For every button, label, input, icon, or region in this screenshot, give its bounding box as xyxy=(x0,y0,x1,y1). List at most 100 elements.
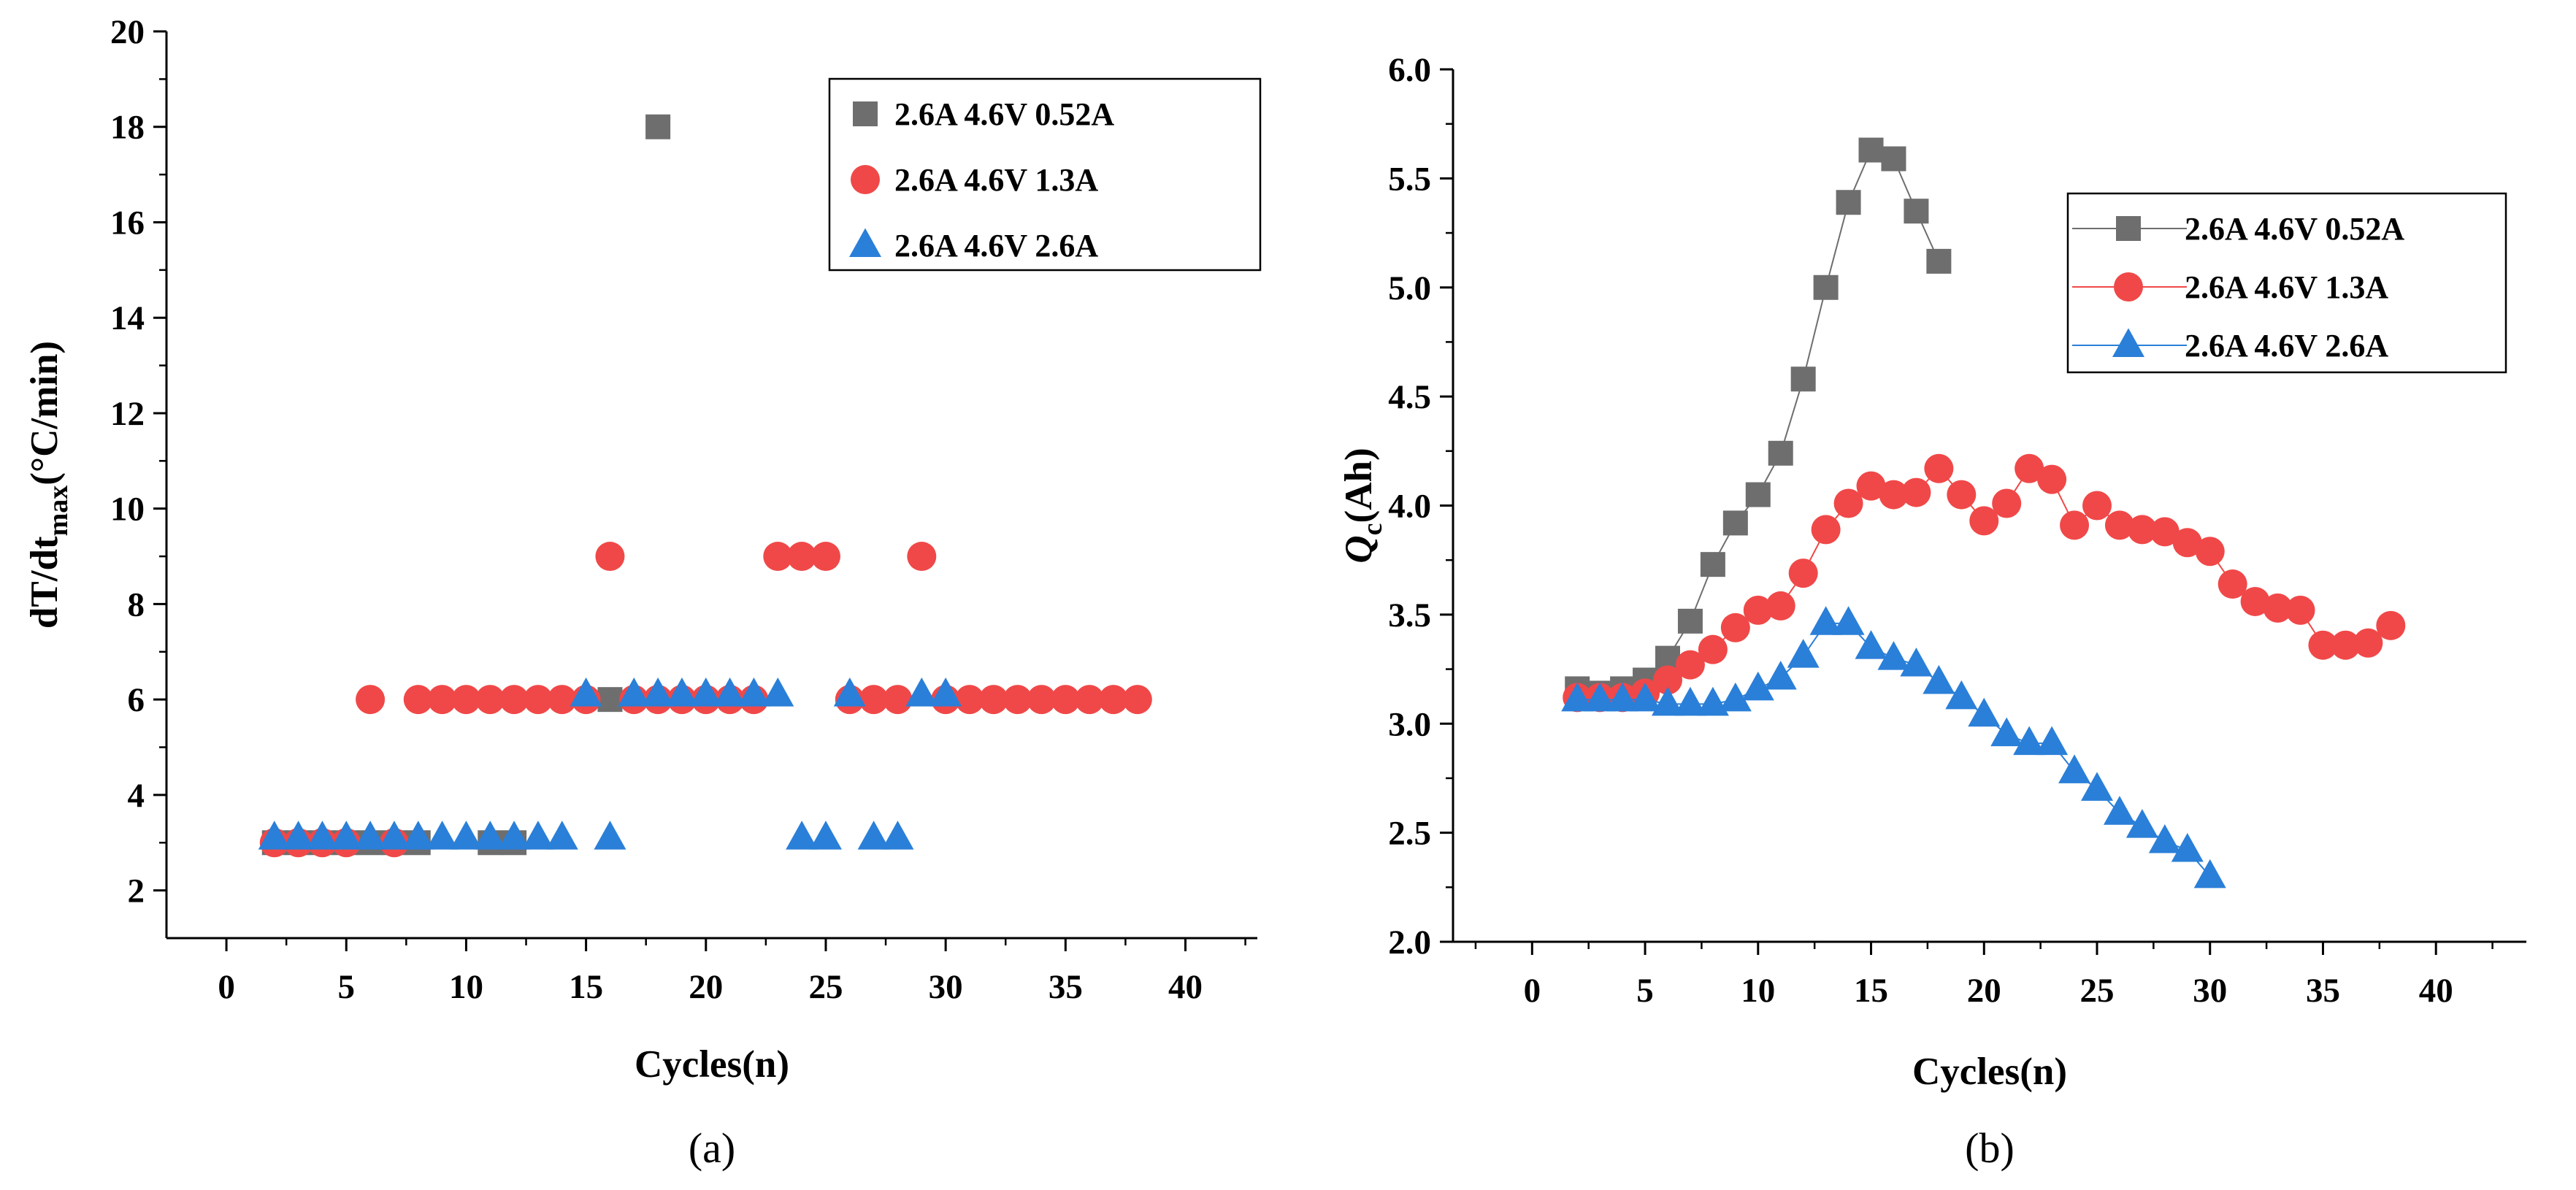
data-point xyxy=(1856,471,1886,501)
data-point xyxy=(2285,595,2315,625)
legend-marker xyxy=(851,165,880,194)
x-tick-label: 40 xyxy=(1168,968,1203,1006)
data-point xyxy=(1606,682,1639,712)
data-point xyxy=(1790,366,1816,392)
data-point xyxy=(1877,641,1910,670)
y-axis-title-unit: (Ah) xyxy=(1338,448,1380,523)
x-tick-label: 20 xyxy=(689,968,723,1006)
data-point xyxy=(547,685,577,715)
y-tick-label: 2.0 xyxy=(1388,924,1431,961)
data-point xyxy=(713,677,746,707)
x-tick-label: 20 xyxy=(1967,972,2001,1010)
data-point xyxy=(2125,809,2158,838)
data-point xyxy=(786,821,819,850)
legend-label: 2.6A 4.6V 0.52A xyxy=(2185,211,2404,247)
y-axis-title-sub: max xyxy=(43,485,74,537)
data-point xyxy=(2193,859,2226,888)
data-point xyxy=(1947,480,1977,510)
data-point xyxy=(1923,664,1955,694)
chart-b: 0 5 10 15 20 25 30 35 40 2.0 2.5 3.0 3.5 4.0 4.5 5.0 5.5… xyxy=(1338,51,2526,1172)
x-tick-label: 0 xyxy=(1524,972,1541,1010)
data-point xyxy=(2171,832,2204,862)
series-circle xyxy=(1563,453,2406,713)
data-point xyxy=(1836,190,1861,215)
data-point xyxy=(570,677,602,707)
data-point xyxy=(1833,488,1863,518)
data-point xyxy=(1766,591,1795,621)
legend-label: 2.6A 4.6V 1.3A xyxy=(2185,269,2388,305)
legend-marker xyxy=(2112,328,2144,357)
data-point xyxy=(1855,630,1887,659)
data-point xyxy=(881,821,914,850)
y-tick-label: 14 xyxy=(110,299,145,337)
data-point xyxy=(1787,639,1820,668)
data-point xyxy=(545,821,578,850)
x-tick-label: 5 xyxy=(338,968,356,1006)
x-tick-label: 35 xyxy=(2306,972,2340,1010)
data-point xyxy=(2376,610,2406,640)
y-axis-title-main: Q xyxy=(1338,535,1380,563)
data-point xyxy=(450,821,483,850)
data-point xyxy=(377,821,410,850)
data-point xyxy=(1901,477,1931,507)
series-triangle xyxy=(258,677,962,850)
x-tick-label: 0 xyxy=(218,968,235,1006)
data-point xyxy=(2353,628,2383,658)
data-point xyxy=(1584,682,1617,712)
y-tick-label: 8 xyxy=(128,586,145,623)
data-point xyxy=(857,821,890,850)
data-point xyxy=(1745,482,1771,507)
data-point xyxy=(1969,506,1999,536)
data-point xyxy=(499,685,529,715)
data-point xyxy=(402,821,434,850)
data-point xyxy=(2013,726,2046,756)
y-axis-title: Qc(Ah) xyxy=(1338,448,1388,563)
data-point xyxy=(907,542,937,572)
y-axis-title: dT/dtmax(°C/min) xyxy=(23,341,74,629)
data-point xyxy=(1719,682,1752,712)
data-point xyxy=(451,685,481,715)
data-point xyxy=(356,685,386,715)
data-point xyxy=(1051,685,1081,715)
data-point xyxy=(1926,248,1952,274)
y-axis-title-main: dT/dt xyxy=(23,536,66,629)
legend-box xyxy=(828,77,1262,272)
data-point xyxy=(403,685,433,715)
data-point xyxy=(1768,440,1793,466)
x-tick-label: 35 xyxy=(1049,968,1083,1006)
data-point xyxy=(763,542,793,572)
x-tick-label: 10 xyxy=(1741,972,1775,1010)
y-tick-label: 4 xyxy=(128,777,145,815)
chart-a: 0 5 10 15 20 25 30 35 40 2 4 6 8 10 12 14 16 18 20 Cycles(n… xyxy=(23,13,1262,1172)
x-tick-label: 25 xyxy=(2080,972,2115,1010)
y-tick-label: 3.5 xyxy=(1388,596,1431,634)
y-tick-label: 4.0 xyxy=(1388,488,1431,526)
data-point xyxy=(1945,680,1978,710)
legend-label: 2.6A 4.6V 2.6A xyxy=(894,228,1098,264)
x-tick-label: 15 xyxy=(569,968,603,1006)
x-tick-label: 40 xyxy=(2419,972,2453,1010)
data-point xyxy=(426,821,459,850)
data-point xyxy=(1990,717,2023,747)
y-tick-label: 2 xyxy=(128,872,145,910)
data-point xyxy=(2036,726,2069,756)
x-tick-label: 30 xyxy=(2193,972,2227,1010)
data-point xyxy=(595,542,625,572)
data-point xyxy=(1653,665,1682,695)
data-point xyxy=(427,685,457,715)
data-point xyxy=(1992,488,2022,518)
data-point xyxy=(498,821,531,850)
data-point xyxy=(833,677,866,707)
data-point xyxy=(1858,137,1884,163)
data-point xyxy=(258,821,291,850)
data-point xyxy=(787,542,817,572)
data-point xyxy=(1561,682,1594,712)
series-triangle xyxy=(1561,606,2226,888)
data-point xyxy=(1122,685,1152,715)
data-point xyxy=(474,821,507,850)
data-point xyxy=(2240,586,2270,616)
data-point xyxy=(1675,650,1705,680)
data-point xyxy=(1968,697,2001,727)
data-point xyxy=(883,685,913,715)
data-point xyxy=(597,687,623,713)
